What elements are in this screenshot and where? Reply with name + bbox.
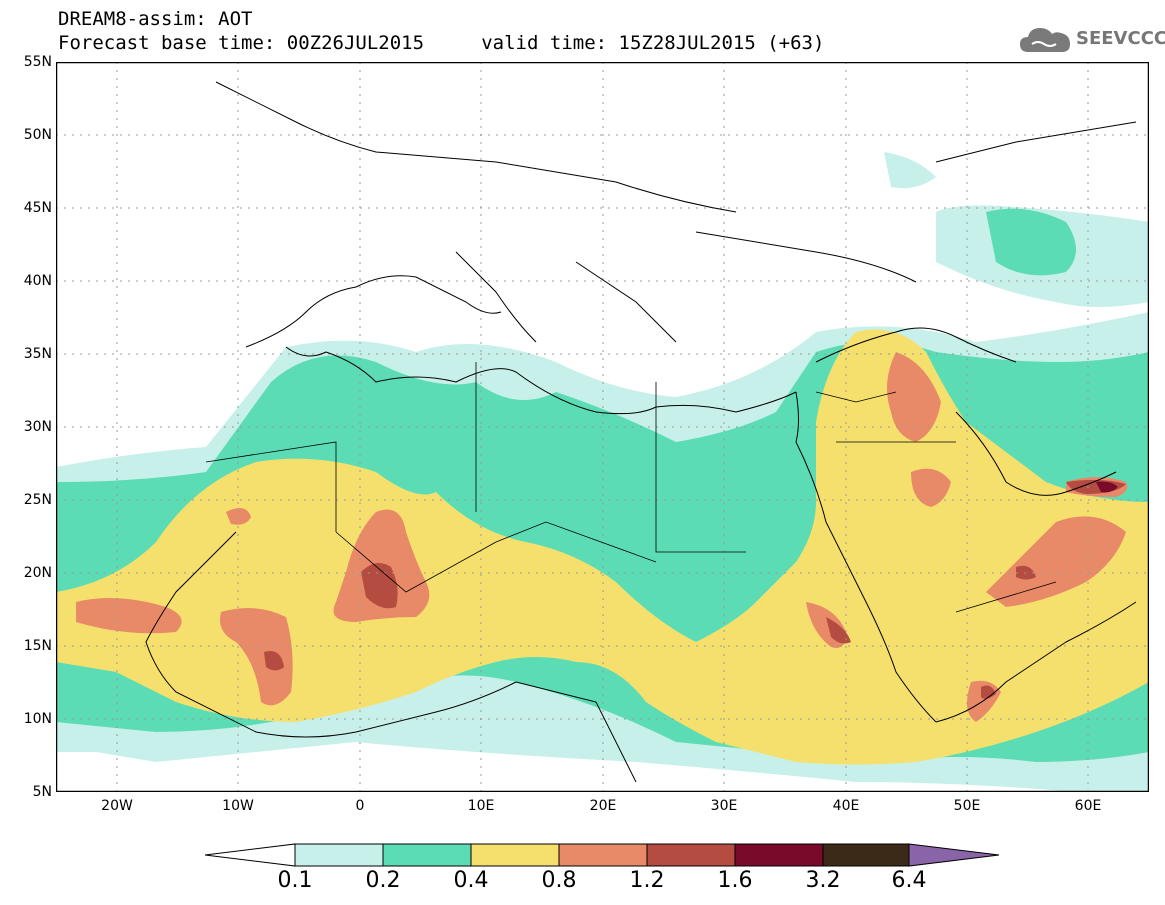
borders (205, 362, 1057, 613)
aot-band-0.4 (56, 329, 1149, 765)
cloud-icon (1020, 28, 1070, 52)
aot-band-1.6 (1096, 481, 1118, 493)
coastlines (145, 81, 1137, 783)
lat-label-20n: 20N (23, 565, 52, 581)
map-title: DREAM8-assim: AOT (58, 8, 253, 30)
colorbar-label-0.8: 0.8 (541, 868, 577, 893)
logo-text: SEEVCCC (1076, 28, 1165, 49)
colorbar-label-0.4: 0.4 (453, 868, 489, 893)
lon-label-0: 0 (355, 798, 365, 814)
colorbar-swatch-4 (558, 843, 648, 867)
lat-label-45n: 45N (23, 200, 52, 216)
colorbar-swatch-7 (822, 843, 910, 867)
lat-label-5n: 5N (32, 784, 52, 800)
lat-label-25n: 25N (23, 492, 52, 508)
lon-label-10w: 10W (222, 798, 254, 814)
lon-label-40e: 40E (832, 798, 860, 814)
graticule (56, 62, 1149, 792)
lon-label-20e: 20E (589, 798, 617, 814)
aot-colorbar (205, 843, 1000, 867)
colorbar-label-3.2: 3.2 (805, 868, 841, 893)
forecast-time-line: Forecast base time: 00Z26JUL2015 valid t… (58, 32, 825, 54)
colorbar-swatch-5 (646, 843, 736, 867)
lat-label-55n: 55N (23, 54, 52, 70)
lon-label-10e: 10E (467, 798, 495, 814)
seevccc-logo: SEEVCCC (1018, 22, 1165, 58)
lon-label-30e: 30E (710, 798, 738, 814)
lon-label-20w: 20W (101, 798, 133, 814)
colorbar-swatch-3 (470, 843, 560, 867)
colorbar-swatch-6 (734, 843, 824, 867)
colorbar-label-1.2: 1.2 (629, 868, 665, 893)
lat-label-50n: 50N (23, 127, 52, 143)
colorbar-label-6.4: 6.4 (891, 868, 927, 893)
map-frame (56, 62, 1149, 792)
lat-label-35n: 35N (23, 346, 52, 362)
lon-label-50e: 50E (953, 798, 981, 814)
lat-label-10n: 10N (23, 711, 52, 727)
colorbar-swatch-below (205, 843, 296, 867)
colorbar-swatch-above (908, 843, 1000, 867)
colorbar-label-0.2: 0.2 (365, 868, 401, 893)
colorbar-label-1.6: 1.6 (717, 868, 753, 893)
colorbar-swatch-1 (294, 843, 384, 867)
lon-label-60e: 60E (1074, 798, 1102, 814)
lat-label-30n: 30N (23, 419, 52, 435)
lat-label-40n: 40N (23, 273, 52, 289)
colorbar-label-0.1: 0.1 (277, 868, 313, 893)
colorbar-swatch-2 (382, 843, 472, 867)
lat-label-15n: 15N (23, 638, 52, 654)
aot-map (56, 62, 1149, 792)
